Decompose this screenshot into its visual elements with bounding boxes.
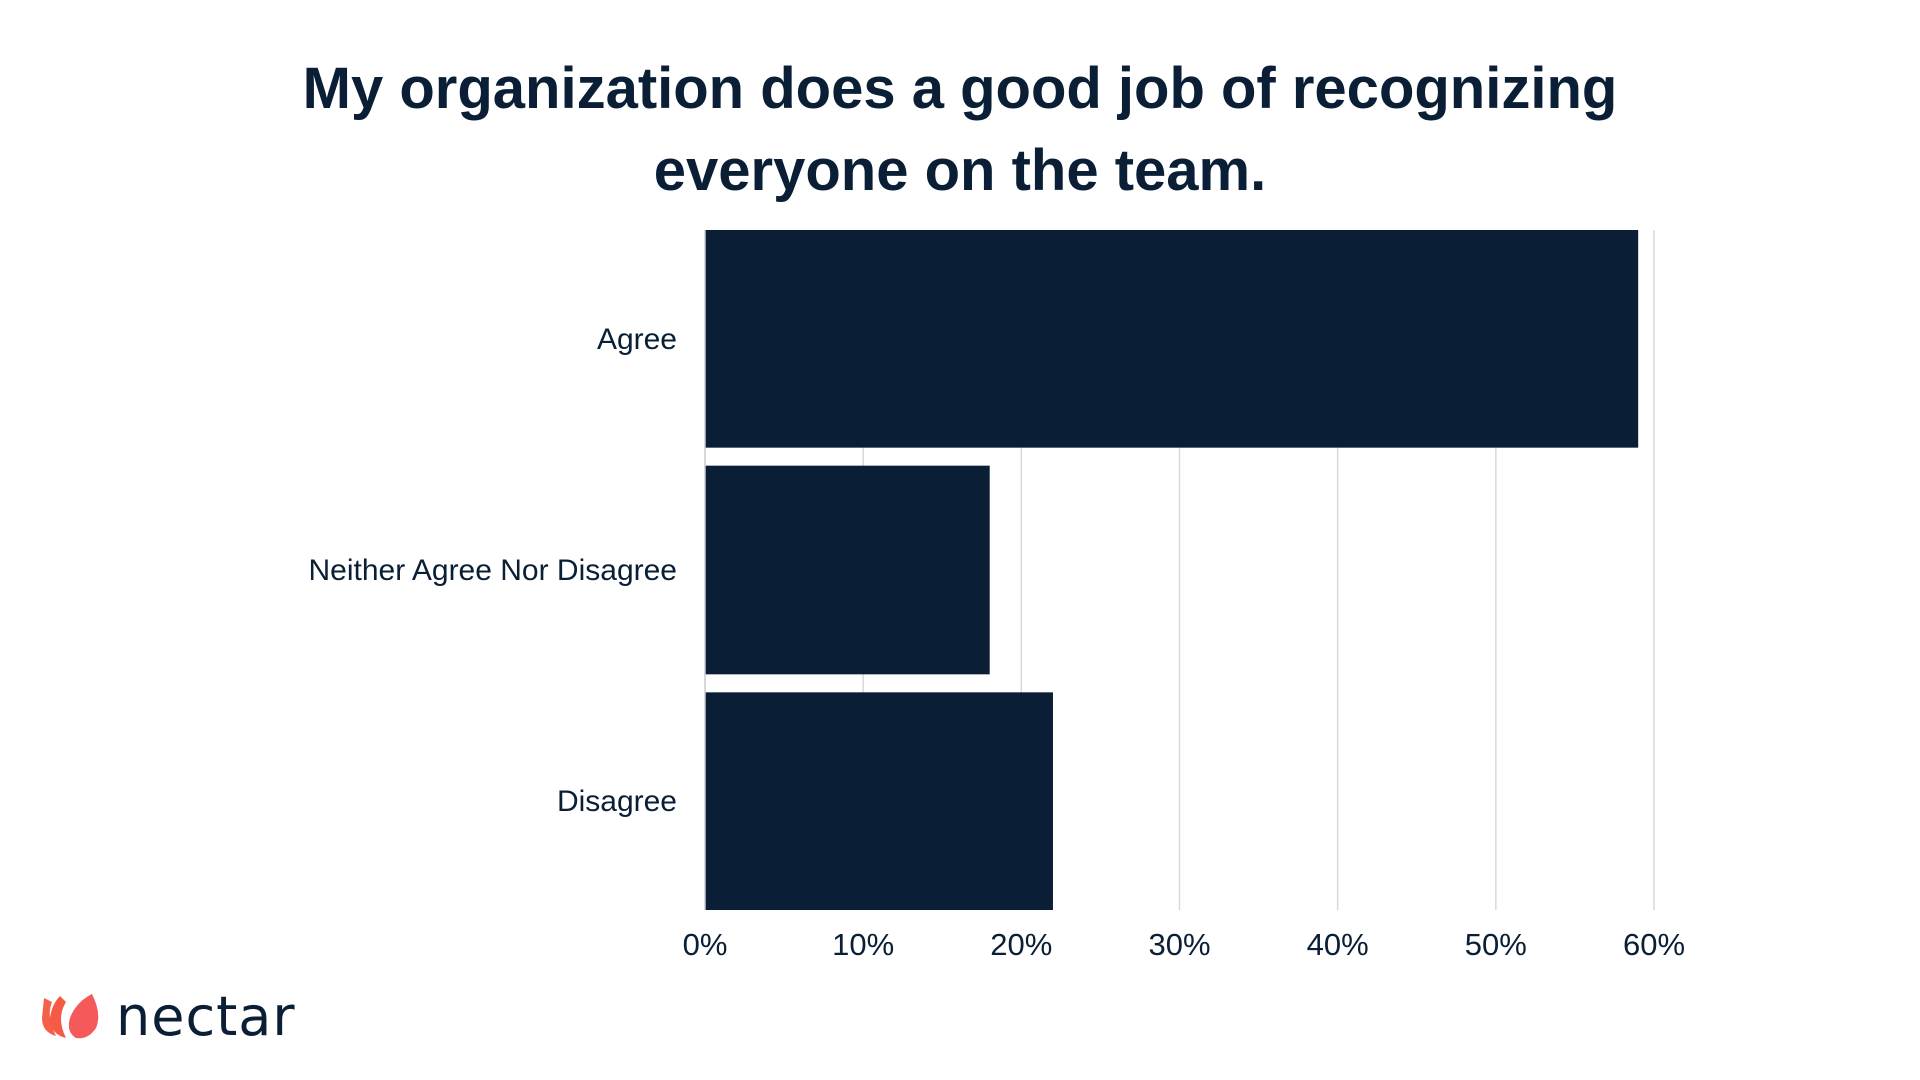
x-tick-label: 0% <box>683 927 728 962</box>
x-tick-label: 40% <box>1307 927 1369 962</box>
chart-title: My organization does a good job of recog… <box>0 48 1920 212</box>
nectar-logo: nectar <box>40 985 296 1048</box>
x-tick-label: 50% <box>1465 927 1527 962</box>
nectar-logo-text: nectar <box>116 985 296 1048</box>
chart-title-line-2: everyone on the team. <box>653 138 1267 203</box>
bar-neither-agree-nor-disagree <box>705 465 990 675</box>
bar-agree <box>705 230 1639 448</box>
x-tick-label: 20% <box>990 927 1052 962</box>
x-tick-label: 30% <box>1148 927 1210 962</box>
x-tick-label: 10% <box>832 927 894 962</box>
x-tick-label: 60% <box>1623 927 1685 962</box>
nectar-flower-icon <box>42 993 99 1038</box>
chart-title-line-1: My organization does a good job of recog… <box>302 56 1618 121</box>
y-category-label: Neither Agree Nor Disagree <box>308 554 677 587</box>
y-category-label: Agree <box>597 323 677 356</box>
bar-disagree <box>705 692 1053 910</box>
y-category-label: Disagree <box>557 785 677 818</box>
